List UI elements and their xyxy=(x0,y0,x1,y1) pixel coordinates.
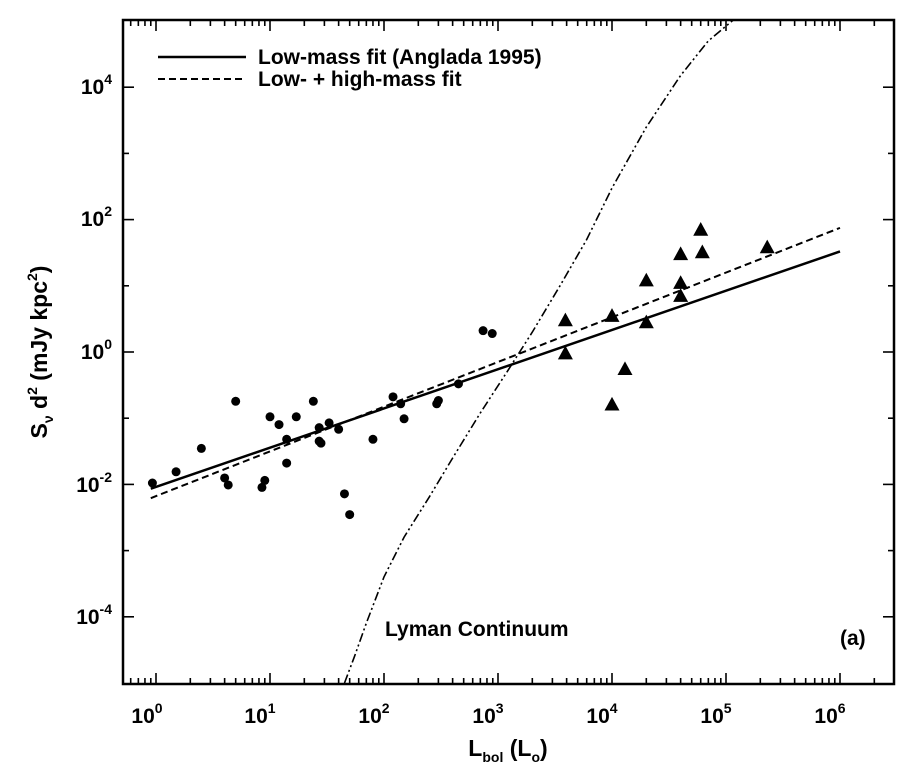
low-mass-point xyxy=(345,510,355,520)
x-tick-label-5: 105 xyxy=(700,700,731,728)
x-axis-title: Lbol (Lo) xyxy=(468,735,547,765)
low-mass-point xyxy=(453,379,463,389)
low-mass-point xyxy=(196,443,206,453)
low-mass-point xyxy=(291,412,301,422)
y-tick-label-1: 10-2 xyxy=(76,469,112,497)
high-mass-point xyxy=(604,396,620,411)
high-mass-point xyxy=(638,272,654,287)
x-tick-label-4: 104 xyxy=(586,700,617,728)
y-tick-labels: 10-4 10-2 100 102 104 xyxy=(76,71,112,629)
low-mass-fit-line xyxy=(150,250,841,490)
low-mass-point xyxy=(487,329,497,339)
high-mass-point xyxy=(638,314,654,329)
y-tick-label-4: 104 xyxy=(81,71,112,99)
low-mass-point xyxy=(396,399,406,409)
plot-frame xyxy=(121,18,896,686)
low-mass-point xyxy=(316,438,326,448)
y-tick-label-2: 100 xyxy=(81,336,112,364)
lyman-continuum-label: Lyman Continuum xyxy=(385,618,569,641)
high-mass-point xyxy=(617,361,633,376)
low-mass-point xyxy=(399,414,409,424)
low-mass-point xyxy=(314,423,324,433)
data-points xyxy=(147,222,775,520)
low-mass-point xyxy=(223,480,233,490)
high-mass-point xyxy=(759,239,775,254)
y-axis-title: Sν d2 (mJy kpc2) xyxy=(24,266,56,439)
low-mass-point xyxy=(171,467,181,477)
x-tick-label-3: 103 xyxy=(472,700,503,728)
low-mass-point xyxy=(368,434,378,444)
low-mass-point xyxy=(334,424,344,434)
y-tick-label-3: 102 xyxy=(81,203,112,231)
high-mass-point xyxy=(693,222,709,236)
high-mass-point xyxy=(694,244,710,259)
legend-label-solid: Low-mass fit (Anglada 1995) xyxy=(258,46,542,69)
x-tick-label-0: 100 xyxy=(131,700,162,728)
low-mass-point xyxy=(433,396,443,406)
low-mass-point xyxy=(274,420,284,430)
x-tick-label-6: 106 xyxy=(814,700,845,728)
low-mass-point xyxy=(339,489,349,499)
low-mass-point xyxy=(308,396,318,406)
low-mass-point xyxy=(231,396,241,406)
low-mass-point xyxy=(324,418,334,428)
x-tick-labels: 100 101 102 103 104 105 106 xyxy=(131,700,845,728)
low-mass-point xyxy=(257,482,267,492)
x-tick-label-1: 101 xyxy=(244,700,275,728)
high-mass-point xyxy=(604,308,620,322)
high-mass-point xyxy=(557,345,573,360)
axis-ticks xyxy=(123,20,894,684)
legend-label-dashed: Low- + high-mass fit xyxy=(258,68,462,91)
high-mass-point xyxy=(557,312,573,327)
combined-fit-line xyxy=(150,226,841,500)
lyman-continuum-curve xyxy=(343,20,735,684)
high-mass-point xyxy=(673,246,689,261)
low-mass-point xyxy=(282,458,292,468)
panel-label: (a) xyxy=(840,627,866,650)
high-mass-point xyxy=(673,288,689,302)
low-mass-point xyxy=(282,434,292,444)
legend: Low-mass fit (Anglada 1995) Low- + high-… xyxy=(158,46,542,91)
y-tick-label-0: 10-4 xyxy=(76,601,112,629)
low-mass-point xyxy=(478,326,488,336)
high-mass-point xyxy=(673,275,689,289)
low-mass-point xyxy=(265,412,275,422)
x-tick-label-2: 102 xyxy=(358,700,389,728)
low-mass-point xyxy=(147,478,157,488)
low-mass-point xyxy=(260,475,270,485)
low-mass-point xyxy=(388,392,398,402)
low-mass-point xyxy=(220,473,230,483)
